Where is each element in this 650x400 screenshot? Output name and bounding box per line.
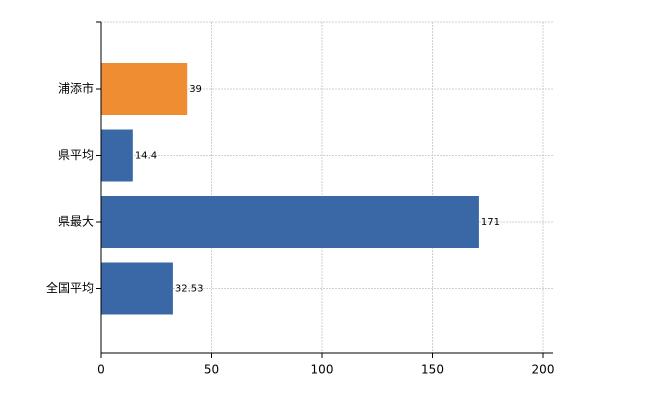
x-tick-label: 0 [97, 363, 105, 377]
x-tick-label: 50 [204, 363, 219, 377]
y-tick-label: 県平均 [58, 148, 94, 162]
x-tick-label: 200 [532, 363, 555, 377]
bar [101, 129, 133, 182]
value-label: 14.4 [135, 151, 157, 162]
bar [101, 262, 173, 315]
value-label: 171 [481, 217, 500, 228]
x-tick-label: 150 [421, 363, 444, 377]
y-tick-label: 浦添市 [58, 81, 94, 96]
y-tick-label: 全国平均 [46, 280, 94, 295]
y-tick-label: 県最大 [58, 215, 94, 229]
bar [101, 196, 479, 248]
bar [101, 63, 188, 115]
x-tick-label: 100 [311, 363, 334, 377]
value-label: 39 [189, 84, 202, 95]
value-label: 32.53 [175, 284, 204, 295]
